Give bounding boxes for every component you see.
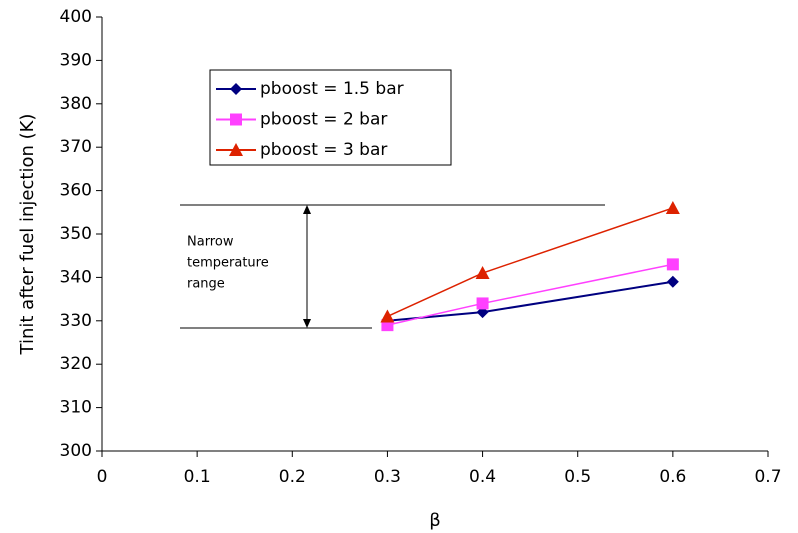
annotation: Narrow	[187, 235, 234, 250]
point	[476, 297, 489, 310]
point	[230, 113, 242, 126]
y-tick-label: 380	[60, 94, 92, 114]
arrow-head	[303, 319, 311, 328]
legend-label: pboost = 3 bar	[260, 140, 387, 160]
x-tick-label: 0.6	[659, 467, 686, 487]
y-tick-label: 390	[60, 50, 92, 70]
y-tick-label: 300	[60, 441, 92, 461]
point	[230, 83, 242, 95]
legend-label: pboost = 1.5 bar	[260, 79, 404, 99]
y-tick-label: 370	[60, 137, 92, 157]
y-tick-label: 310	[60, 398, 92, 418]
y-tick-label: 400	[60, 7, 92, 27]
y-tick-label: 340	[60, 267, 92, 287]
annotation: temperature	[187, 256, 269, 271]
x-tick-label: 0.5	[564, 467, 591, 487]
y-axis-title: Tinit after fuel injection (K)	[17, 114, 38, 356]
x-tick-label: 0	[97, 467, 108, 487]
x-tick-label: 0.2	[279, 467, 306, 487]
point	[475, 266, 490, 280]
x-tick-label: 0.7	[754, 467, 781, 487]
legend-label: pboost = 2 bar	[260, 110, 387, 130]
y-tick-label: 350	[60, 224, 92, 244]
series-line	[387, 263, 674, 326]
point	[380, 309, 395, 323]
x-axis-title: β	[429, 510, 441, 531]
annotation: range	[187, 277, 225, 292]
y-tick-label: 330	[60, 311, 92, 331]
x-tick-label: 0.1	[184, 467, 211, 487]
arrow-head	[303, 205, 311, 214]
point	[666, 275, 679, 288]
y-tick-label: 360	[60, 181, 92, 201]
point	[229, 143, 243, 156]
series-line	[387, 207, 674, 318]
point	[666, 258, 679, 271]
point	[665, 200, 680, 214]
y-tick-label: 320	[60, 354, 92, 374]
x-tick-label: 0.4	[469, 467, 496, 487]
x-tick-label: 0.3	[374, 467, 401, 487]
